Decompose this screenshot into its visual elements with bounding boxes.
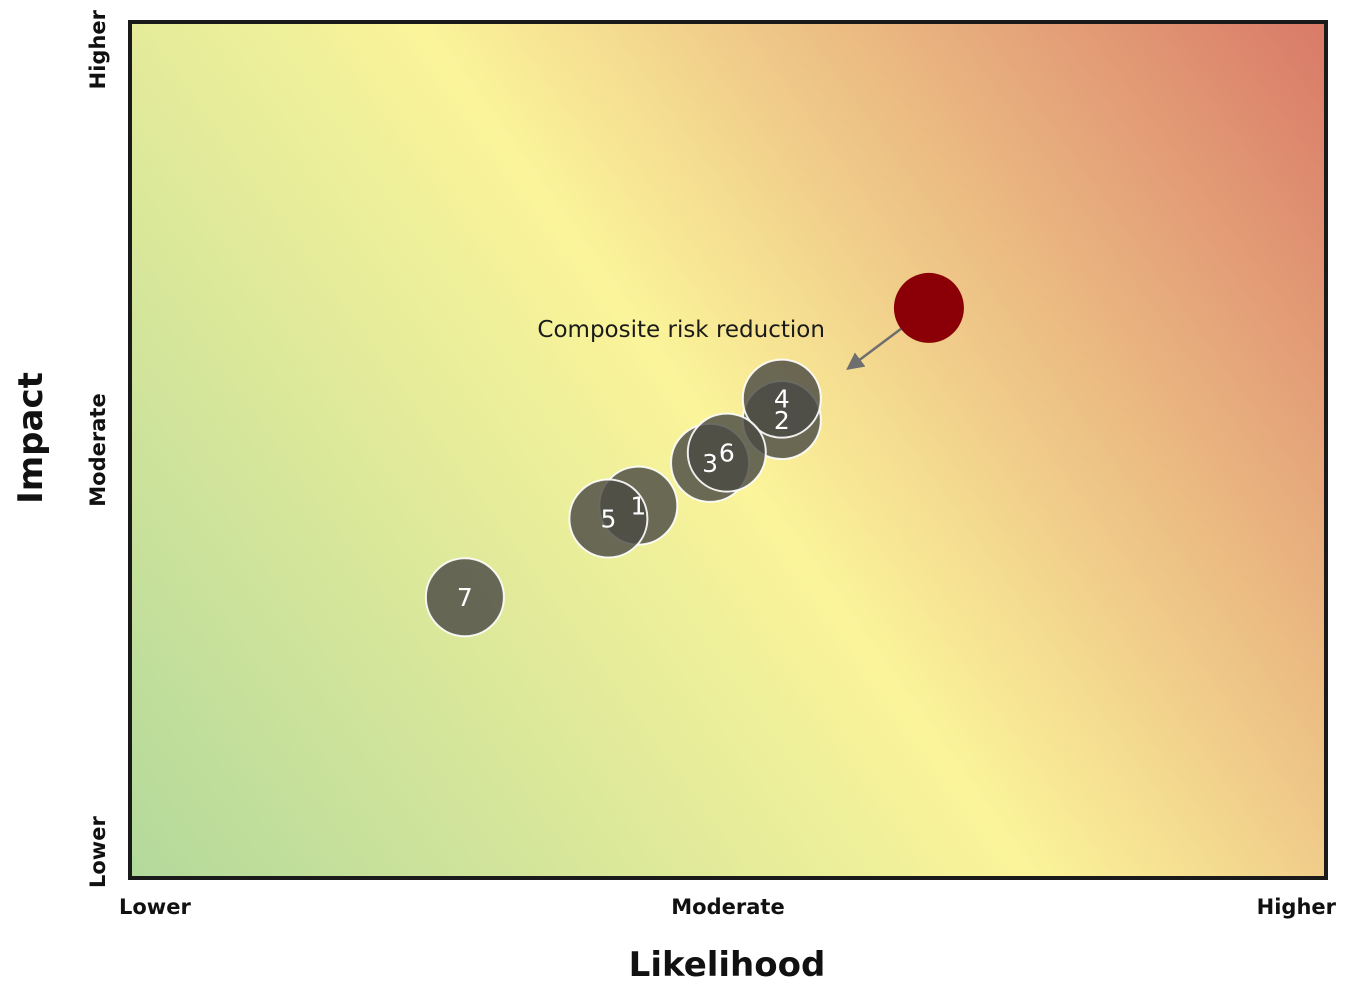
x-tick-label-higher: Higher <box>1257 895 1337 919</box>
risk-point-label-4: 4 <box>774 385 790 414</box>
risk-point-7 <box>424 557 505 638</box>
risk-point-label-6: 6 <box>719 439 735 468</box>
risk-point-label-7: 7 <box>457 583 473 612</box>
composite-risk-point <box>893 272 964 343</box>
x-axis-title: Likelihood <box>629 945 826 982</box>
annotation-composite-risk-reduction: Composite risk reduction <box>537 317 825 343</box>
risk-point-label-3: 3 <box>702 449 718 478</box>
risk-point-label-5: 5 <box>600 504 616 533</box>
x-tick-label-moderate: Moderate <box>671 895 784 919</box>
risk-point-5 <box>568 478 649 559</box>
risk-point-label-1: 1 <box>630 492 646 521</box>
y-tick-label-higher: Higher <box>86 9 110 89</box>
risk-point-label-2: 2 <box>774 406 790 435</box>
risk-reduction-arrow <box>846 327 902 371</box>
y-axis-title: Impact <box>11 372 51 504</box>
x-tick-label-lower: Lower <box>119 895 191 919</box>
y-tick-label-moderate: Moderate <box>86 393 110 506</box>
y-tick-label-lower: Lower <box>86 816 110 888</box>
risk-point-6 <box>686 412 767 493</box>
risk-point-4 <box>741 358 822 439</box>
